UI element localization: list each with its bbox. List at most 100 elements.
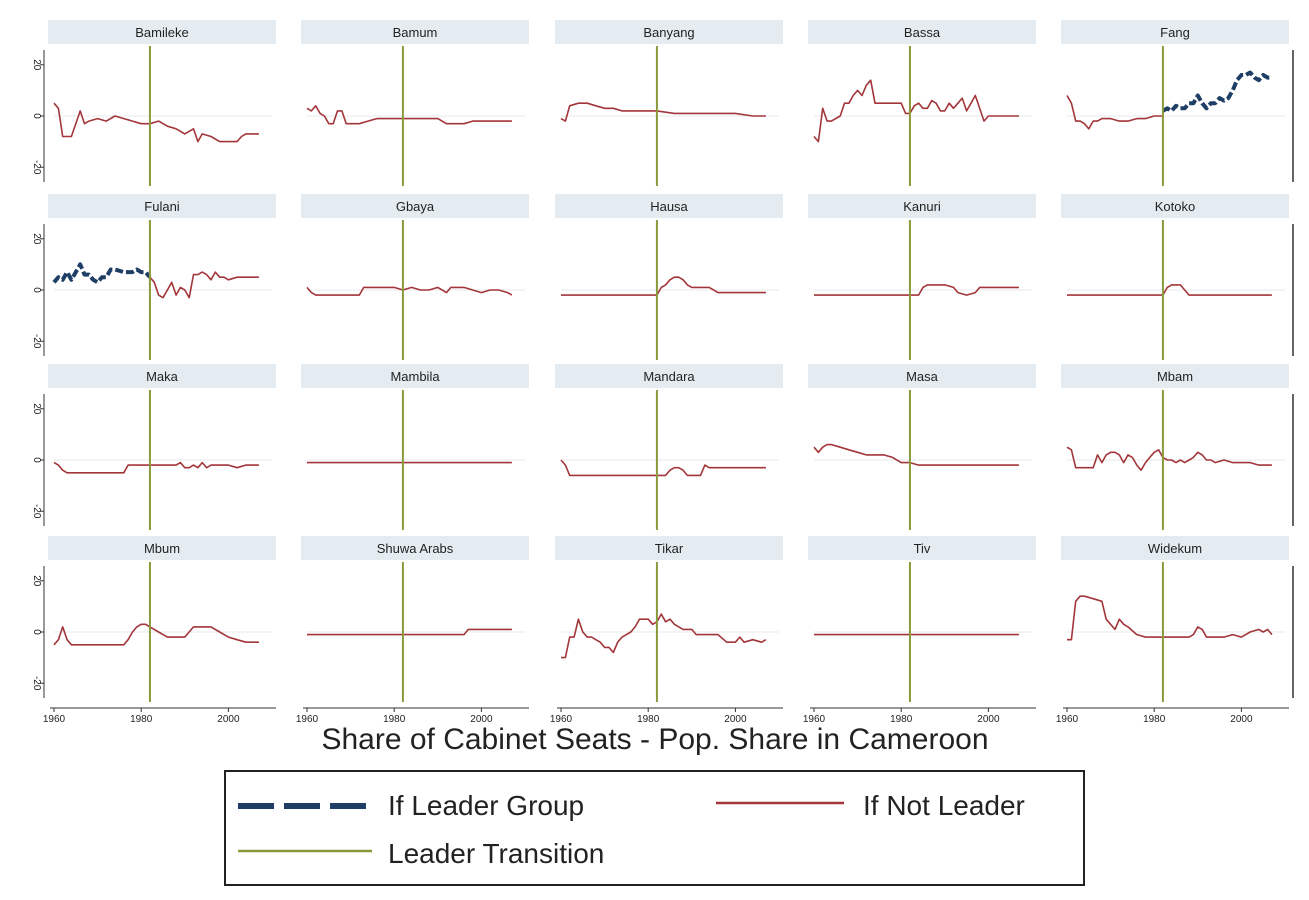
series-not-leader: [561, 276, 766, 296]
panel-strip: [301, 194, 529, 218]
y-tick-label: 0: [31, 113, 42, 119]
panel-title: Mambila: [390, 369, 440, 384]
y-tick-label: -20: [31, 160, 42, 175]
x-tick-label: 2000: [977, 714, 1000, 725]
panel-shuwa-arabs: Shuwa Arabs 1960 1980 2000: [296, 536, 529, 725]
series-not-leader: [306, 105, 512, 125]
panel-title: Tikar: [655, 541, 684, 556]
series-not-leader: [560, 102, 766, 122]
series-not-leader: [813, 443, 1019, 466]
panel-strip: [301, 20, 529, 44]
y-tick-label: 20: [31, 403, 42, 415]
panel-fang: Fang: [1061, 20, 1294, 186]
x-tick-label: 2000: [217, 714, 240, 725]
panel-strip: [555, 364, 783, 388]
panel-title: Gbaya: [396, 199, 435, 214]
x-tick-label: 1960: [1056, 714, 1079, 725]
panel-bamum: Bamum: [301, 20, 529, 186]
panels-group: Bamileke 20 0 -20 Bamum Banyang Bassa Fang Fulan…: [31, 20, 1294, 725]
panel-mandara: Mandara: [555, 364, 783, 530]
panel-title: Hausa: [650, 199, 688, 214]
panel-strip: [1061, 536, 1289, 560]
panel-kanuri: Kanuri: [808, 194, 1036, 360]
panel-bamileke: Bamileke 20 0 -20: [31, 20, 276, 186]
x-tick-label: 1980: [890, 714, 913, 725]
panel-title: Fang: [1160, 25, 1190, 40]
panel-title: Fulani: [144, 199, 180, 214]
series-not-leader: [561, 613, 767, 659]
series-not-leader: [149, 271, 259, 299]
series-not-leader: [1066, 446, 1272, 472]
series-not-leader: [560, 459, 766, 477]
panel-strip: [48, 20, 276, 44]
panel-strip: [48, 194, 276, 218]
series-not-leader: [53, 102, 259, 143]
panel-hausa: Hausa: [555, 194, 783, 360]
y-tick-label: -20: [31, 504, 42, 519]
x-tick-label: 1980: [637, 714, 660, 725]
panel-title: Bamileke: [135, 25, 188, 40]
panel-widekum: Widekum 1960 1980 2000: [1056, 536, 1294, 725]
series-not-leader: [306, 286, 513, 296]
panel-strip: [808, 536, 1036, 560]
series-not-leader: [813, 79, 1019, 143]
panel-title: Maka: [146, 369, 179, 384]
x-axis-title: Share of Cabinet Seats - Pop. Share in C…: [321, 723, 988, 756]
x-tick-label: 1960: [803, 714, 826, 725]
panel-strip: [808, 20, 1036, 44]
x-tick-label: 2000: [724, 714, 747, 725]
y-tick-label: 20: [31, 575, 42, 587]
panel-mbam: Mbam: [1061, 364, 1294, 530]
series-leader-group: [1161, 70, 1272, 113]
panel-strip: [301, 536, 529, 560]
panel-masa: Masa: [808, 364, 1036, 530]
series-not-leader: [1066, 95, 1163, 130]
y-tick-label: 20: [31, 59, 42, 71]
y-tick-label: -20: [31, 676, 42, 691]
panel-title: Bamum: [393, 25, 438, 40]
panel-strip: [555, 536, 783, 560]
legend-box: [224, 770, 1085, 886]
x-tick-label: 2000: [470, 714, 493, 725]
series-not-leader: [53, 461, 259, 474]
panel-title: Shuwa Arabs: [377, 541, 454, 556]
panel-strip: [555, 194, 783, 218]
panel-strip: [1061, 194, 1289, 218]
x-tick-label: 2000: [1230, 714, 1253, 725]
x-tick-label: 1960: [43, 714, 66, 725]
x-tick-label: 1960: [296, 714, 319, 725]
panel-maka: Maka 20 0 -20: [31, 364, 276, 530]
panel-strip: [1061, 364, 1289, 388]
panel-gbaya: Gbaya: [301, 194, 529, 360]
panel-strip: [1061, 20, 1289, 44]
y-tick-label: 0: [31, 629, 42, 635]
x-tick-label: 1980: [130, 714, 153, 725]
panel-title: Masa: [906, 369, 939, 384]
x-tick-label: 1980: [383, 714, 406, 725]
panel-title: Widekum: [1148, 541, 1202, 556]
panel-title: Kanuri: [903, 199, 941, 214]
panel-title: Mandara: [643, 369, 695, 384]
panel-fulani: Fulani 20 0 -20: [31, 194, 276, 360]
panel-title: Bassa: [904, 25, 941, 40]
series-not-leader: [307, 628, 512, 636]
panel-title: Kotoko: [1155, 199, 1195, 214]
panel-title: Tiv: [914, 541, 931, 556]
legend: If Leader Group If Not Leader Leader Tra…: [224, 770, 1085, 886]
panel-tiv: Tiv 1960 1980 2000: [803, 536, 1036, 725]
legend-label-transition: Leader Transition: [388, 838, 604, 869]
panel-title: Banyang: [643, 25, 694, 40]
panel-banyang: Banyang: [555, 20, 783, 186]
series-not-leader: [1067, 284, 1272, 296]
panel-tikar: Tikar 1960 1980 2000: [550, 536, 783, 725]
legend-label-not-leader: If Not Leader: [863, 790, 1025, 821]
panel-kotoko: Kotoko: [1061, 194, 1294, 360]
series-not-leader: [814, 284, 1019, 296]
y-tick-label: 0: [31, 457, 42, 463]
x-tick-label: 1980: [1143, 714, 1166, 725]
y-tick-label: 0: [31, 287, 42, 293]
panel-mambila: Mambila: [301, 364, 529, 530]
panel-mbum: Mbum 20 0 -20 1960 1980 2000: [31, 536, 276, 725]
panel-strip: [808, 364, 1036, 388]
